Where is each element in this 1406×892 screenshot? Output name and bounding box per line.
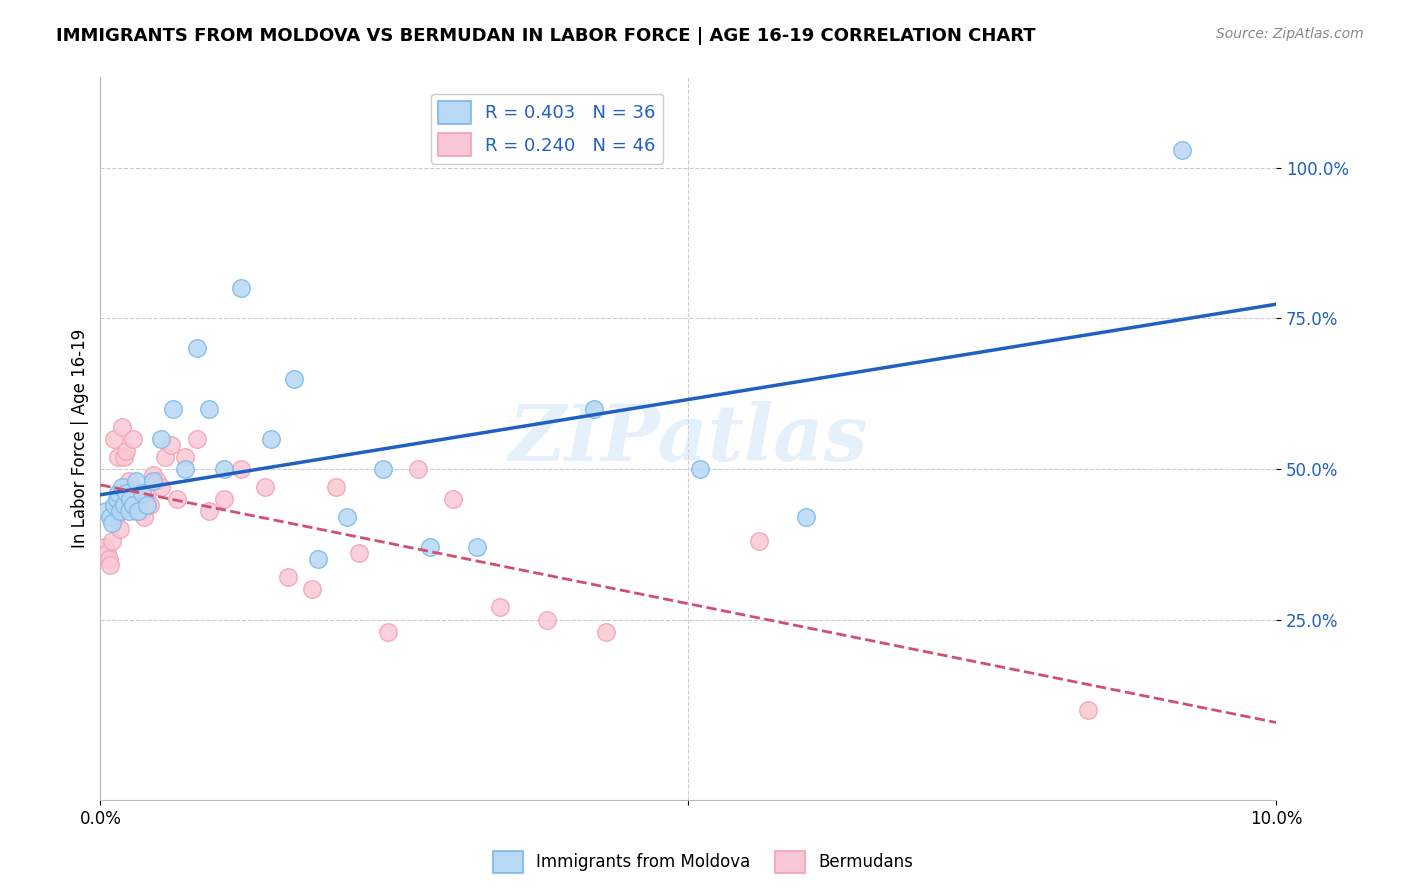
Point bbox=[307, 552, 329, 566]
Point bbox=[212, 462, 235, 476]
Point bbox=[489, 600, 512, 615]
Legend: R = 0.403   N = 36, R = 0.240   N = 46: R = 0.403 N = 36, R = 0.240 N = 46 bbox=[432, 94, 664, 163]
Point bbox=[117, 504, 139, 518]
Point bbox=[115, 486, 138, 500]
Point bbox=[419, 541, 441, 555]
Point bbox=[406, 462, 429, 476]
Point bbox=[142, 467, 165, 482]
Point bbox=[174, 450, 197, 464]
Point bbox=[536, 613, 558, 627]
Point bbox=[377, 624, 399, 639]
Point bbox=[101, 516, 124, 530]
Point bbox=[231, 462, 253, 476]
Point bbox=[132, 510, 155, 524]
Point bbox=[127, 491, 149, 506]
Point bbox=[96, 546, 118, 560]
Point bbox=[253, 480, 276, 494]
Point bbox=[110, 419, 132, 434]
Point bbox=[689, 462, 711, 476]
Point bbox=[104, 510, 127, 524]
Point bbox=[583, 401, 606, 416]
Point bbox=[260, 432, 283, 446]
Point bbox=[112, 498, 135, 512]
Point bbox=[98, 558, 121, 573]
Point bbox=[96, 504, 118, 518]
Text: ZIPatlas: ZIPatlas bbox=[509, 401, 868, 477]
Point bbox=[186, 342, 208, 356]
Point bbox=[231, 281, 253, 295]
Point bbox=[110, 504, 132, 518]
Point bbox=[122, 432, 145, 446]
Point bbox=[127, 504, 149, 518]
Point bbox=[146, 474, 169, 488]
Point bbox=[101, 534, 124, 549]
Text: Source: ZipAtlas.com: Source: ZipAtlas.com bbox=[1216, 27, 1364, 41]
Point bbox=[465, 541, 488, 555]
Text: IMMIGRANTS FROM MOLDOVA VS BERMUDAN IN LABOR FORCE | AGE 16-19 CORRELATION CHART: IMMIGRANTS FROM MOLDOVA VS BERMUDAN IN L… bbox=[56, 27, 1036, 45]
Point bbox=[103, 432, 125, 446]
Point bbox=[107, 486, 129, 500]
Point bbox=[138, 498, 160, 512]
Point bbox=[103, 498, 125, 512]
Point bbox=[283, 371, 305, 385]
Point bbox=[131, 486, 153, 500]
Point bbox=[325, 480, 347, 494]
Point bbox=[124, 504, 146, 518]
Point bbox=[98, 510, 121, 524]
Point bbox=[212, 491, 235, 506]
Point bbox=[150, 432, 173, 446]
Point bbox=[136, 498, 159, 512]
Y-axis label: In Labor Force | Age 16-19: In Labor Force | Age 16-19 bbox=[72, 329, 89, 549]
Point bbox=[794, 510, 817, 524]
Point bbox=[174, 462, 197, 476]
Point bbox=[97, 552, 120, 566]
Point bbox=[371, 462, 394, 476]
Point bbox=[197, 504, 219, 518]
Point bbox=[162, 401, 184, 416]
Point bbox=[105, 491, 128, 506]
Point bbox=[301, 582, 323, 597]
Point bbox=[347, 546, 370, 560]
Point bbox=[150, 480, 173, 494]
Point bbox=[1171, 143, 1194, 157]
Point bbox=[112, 450, 135, 464]
Point bbox=[131, 504, 153, 518]
Point bbox=[122, 498, 145, 512]
Point bbox=[160, 438, 183, 452]
Point bbox=[110, 522, 132, 536]
Point bbox=[153, 450, 176, 464]
Legend: Immigrants from Moldova, Bermudans: Immigrants from Moldova, Bermudans bbox=[486, 845, 920, 880]
Point bbox=[118, 498, 141, 512]
Point bbox=[166, 491, 188, 506]
Point bbox=[107, 450, 129, 464]
Point bbox=[124, 474, 146, 488]
Point bbox=[121, 486, 143, 500]
Point bbox=[277, 570, 299, 584]
Point bbox=[197, 401, 219, 416]
Point bbox=[1077, 703, 1099, 717]
Point bbox=[118, 491, 141, 506]
Point bbox=[186, 432, 208, 446]
Point bbox=[136, 486, 159, 500]
Point bbox=[117, 474, 139, 488]
Point bbox=[336, 510, 359, 524]
Point bbox=[115, 443, 138, 458]
Point bbox=[110, 480, 132, 494]
Point bbox=[748, 534, 770, 549]
Point bbox=[441, 491, 464, 506]
Point bbox=[142, 474, 165, 488]
Point bbox=[595, 624, 617, 639]
Point bbox=[94, 541, 117, 555]
